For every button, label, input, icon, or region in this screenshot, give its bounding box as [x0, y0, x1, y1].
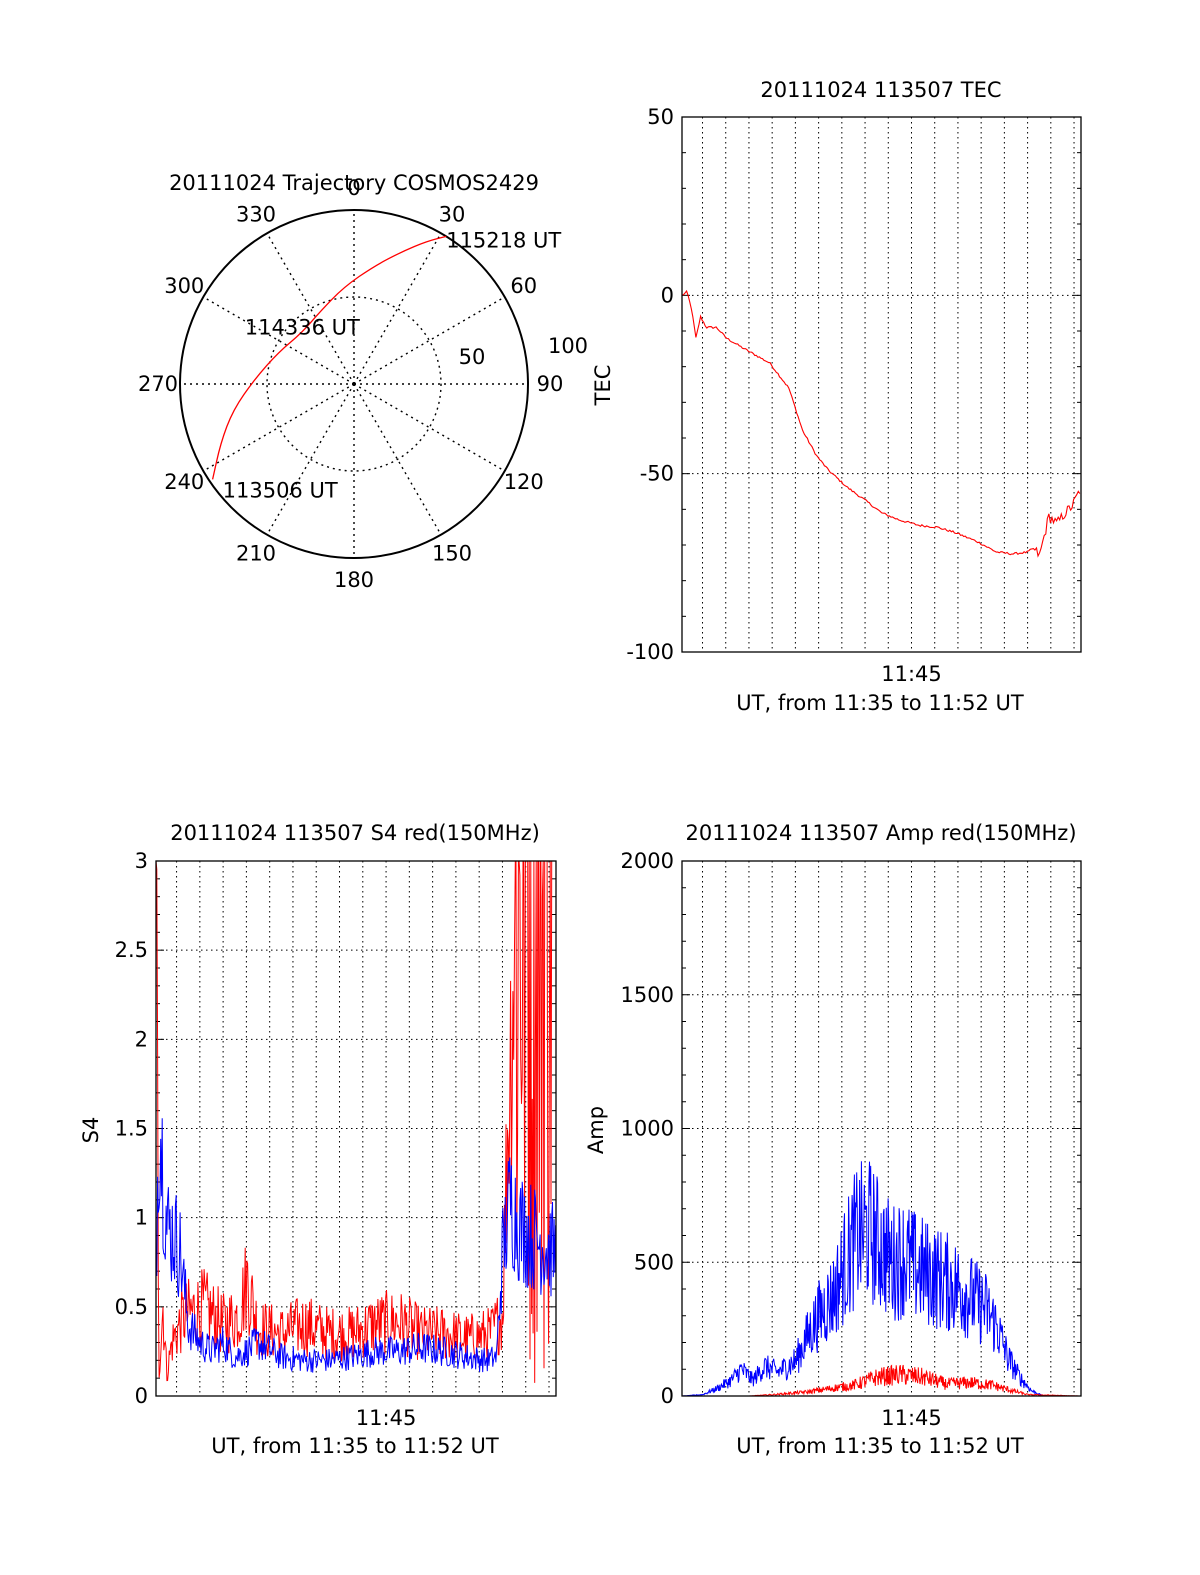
- s4-panel: 20111024 113507 S4 red(150MHz) S4 UT, fr…: [79, 821, 557, 1458]
- s4-xlabel: UT, from 11:35 to 11:52 UT: [211, 1434, 499, 1458]
- polar-spoke: [353, 383, 506, 472]
- polar-spoke: [353, 383, 442, 536]
- tec-ylabel: TEC: [591, 365, 615, 407]
- y-tick-label: 2.5: [115, 938, 148, 962]
- polar-labels: 0 30 60 90 120 150 180 210 240 270 300 330 50 100 1135…: [138, 176, 588, 592]
- polar-spoke: [202, 296, 355, 385]
- tec-plot-area: 50 0 -50 -100 11:45: [626, 105, 1082, 686]
- blue-series-line: [682, 1161, 1081, 1396]
- amp-title: 20111024 113507 Amp red(150MHz): [685, 821, 1076, 845]
- polar-spoke: [266, 383, 355, 536]
- polar-azimuth-label: 240: [164, 470, 204, 494]
- polar-azimuth-label: 210: [236, 542, 276, 566]
- grid: [682, 860, 1081, 1397]
- polar-annotation: 114336 UT: [245, 315, 360, 339]
- polar-radial-label: 50: [459, 345, 486, 369]
- polar-title: 20111024 Trajectory COSMOS2429: [169, 171, 539, 195]
- y-tick-label: 0: [661, 1384, 674, 1408]
- y-tick-label: 50: [647, 105, 674, 129]
- polar-azimuth-label: 150: [432, 542, 472, 566]
- series-group: [682, 1161, 1081, 1396]
- polar-azimuth-label: 30: [439, 202, 466, 226]
- polar-azimuth-label: 180: [334, 568, 374, 592]
- s4-ylabel: S4: [79, 1117, 103, 1144]
- amp-plot-area: 2000 1500 1000 500 0 11:45: [621, 849, 1082, 1430]
- polar-azimuth-label: 120: [504, 470, 544, 494]
- amp-xlabel: UT, from 11:35 to 11:52 UT: [736, 1434, 1024, 1458]
- polar-annotation: 115218 UT: [446, 228, 561, 252]
- y-tick-label: 1.5: [115, 1117, 148, 1141]
- series-group: [682, 289, 1081, 558]
- y-tick-label: 0.5: [115, 1295, 148, 1319]
- polar-series: [211, 235, 447, 480]
- plot-frame: [155, 860, 557, 1397]
- s4-plot-area: 3 2.5 2 1.5 1 0.5 0 11:45: [115, 849, 557, 1430]
- grid: [682, 116, 1081, 653]
- plot-frame: [681, 116, 1082, 653]
- polar-radial-label: 100: [548, 334, 588, 358]
- x-tick-label: 11:45: [356, 1406, 417, 1430]
- polar-trajectory-panel: 20111024 Trajectory COSMOS2429 0 30 60 90 12…: [138, 171, 588, 592]
- s4-title: 20111024 113507 S4 red(150MHz): [170, 821, 540, 845]
- polar-azimuth-label: 0: [347, 176, 360, 200]
- tec-panel: 20111024 113507 TEC TEC UT, from 11:35 t…: [591, 78, 1082, 715]
- y-tick-label: 1000: [621, 1117, 674, 1141]
- polar-azimuth-label: 60: [510, 274, 537, 298]
- y-tick-label: 3: [135, 849, 148, 873]
- blue-series-line: [156, 1118, 556, 1373]
- series-group: [156, 861, 556, 1383]
- tec-title: 20111024 113507 TEC: [760, 78, 1001, 102]
- polar-spoke: [266, 232, 355, 385]
- polar-spoke: [202, 383, 355, 472]
- polar-azimuth-label: 330: [236, 202, 276, 226]
- polar-outer-circle: [179, 209, 529, 559]
- plot-frame: [681, 860, 1082, 1397]
- polar-spoke: [353, 296, 506, 385]
- amp-panel: 20111024 113507 Amp red(150MHz) Amp UT, …: [584, 821, 1082, 1458]
- red-series-line: [682, 289, 1081, 558]
- polar-azimuth-label: 270: [138, 372, 178, 396]
- y-tick-label: 500: [634, 1250, 674, 1274]
- red-series-line: [682, 1364, 1081, 1396]
- polar-azimuth-label: 300: [164, 274, 204, 298]
- polar-azimuth-label: 90: [537, 372, 564, 396]
- polar-grid-circle: [266, 296, 442, 472]
- y-tick-label: -50: [640, 462, 674, 486]
- polar-trajectory-line: [211, 235, 447, 480]
- red-series-line: [156, 861, 556, 1383]
- amp-ylabel: Amp: [584, 1106, 608, 1154]
- polar-annotation: 113506 UT: [223, 478, 338, 502]
- y-tick-label: 1500: [621, 983, 674, 1007]
- tec-xlabel: UT, from 11:35 to 11:52 UT: [736, 691, 1024, 715]
- x-tick-label: 11:45: [881, 1406, 942, 1430]
- y-tick-label: 0: [661, 283, 674, 307]
- y-tick-label: 2000: [621, 849, 674, 873]
- polar-spoke: [353, 232, 442, 385]
- y-tick-label: -100: [626, 640, 674, 664]
- polar-grid: [179, 209, 529, 559]
- y-tick-label: 1: [135, 1206, 148, 1230]
- x-tick-label: 11:45: [881, 662, 942, 686]
- y-tick-label: 2: [135, 1027, 148, 1051]
- y-tick-label: 0: [135, 1384, 148, 1408]
